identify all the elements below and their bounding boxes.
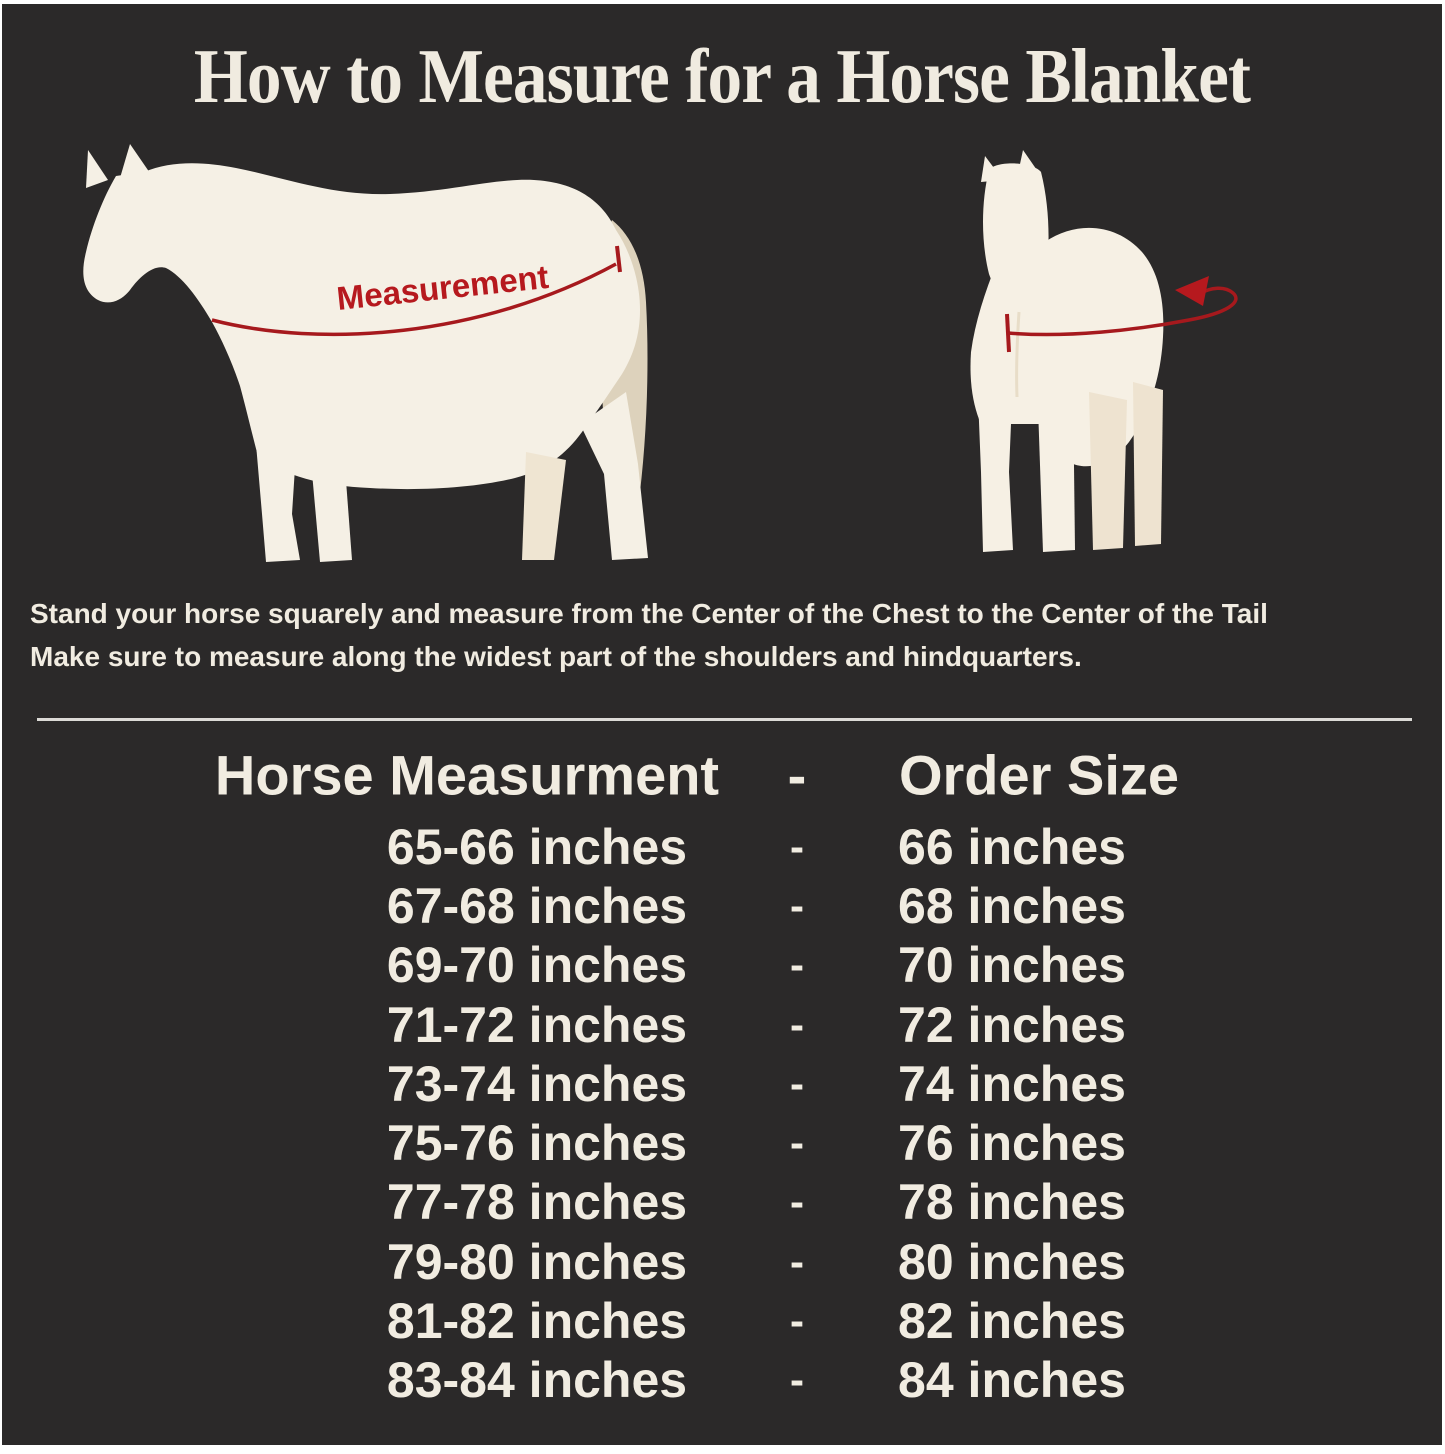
infographic-panel: How to Measure for a Horse Blanket Measu… — [2, 4, 1442, 1445]
measurement-cell: 81-82 inches — [386, 1293, 688, 1350]
separator-cell: - — [790, 1000, 804, 1048]
separator-cell: - — [790, 1356, 804, 1404]
table-row: 77-78 inches - 78 inches — [2, 1173, 1445, 1232]
horse-ear-icon — [86, 150, 108, 188]
separator-cell: - — [790, 1297, 804, 1345]
order-size-cell: 80 inches — [898, 1233, 1126, 1290]
table-header: Horse Measurment - Order Size — [2, 737, 1445, 813]
header-order-size: Order Size — [898, 743, 1180, 807]
divider-line — [37, 718, 1412, 721]
table-rows: 65-66 inches - 66 inches 67-68 inches - … — [2, 817, 1445, 1410]
order-size-cell: 82 inches — [898, 1293, 1126, 1350]
measurement-end-tick — [615, 245, 622, 273]
separator-cell: - — [790, 1178, 804, 1226]
table-row: 73-74 inches - 74 inches — [2, 1054, 1445, 1113]
instructions-text: Stand your horse squarely and measure fr… — [30, 592, 1268, 678]
order-size-cell: 76 inches — [898, 1115, 1126, 1172]
table-row: 79-80 inches - 80 inches — [2, 1232, 1445, 1291]
order-size-cell: 78 inches — [898, 1174, 1126, 1231]
measurement-cell: 65-66 inches — [386, 818, 688, 875]
horse-leg — [522, 452, 566, 560]
instructions-line-2: Make sure to measure along the widest pa… — [30, 641, 1082, 672]
order-size-cell: 74 inches — [898, 1055, 1126, 1112]
table-row: 75-76 inches - 76 inches — [2, 1113, 1445, 1172]
chest-crease — [1015, 311, 1021, 398]
horse-leg — [256, 444, 300, 562]
measurement-cell: 79-80 inches — [386, 1233, 688, 1290]
instructions-line-1: Stand your horse squarely and measure fr… — [30, 598, 1268, 629]
order-size-cell: 72 inches — [898, 996, 1126, 1053]
measurement-cell: 77-78 inches — [386, 1174, 688, 1231]
girth-arrow-line — [1007, 286, 1238, 337]
horse-leg — [977, 372, 1013, 552]
header-horse-measurement: Horse Measurment — [214, 743, 720, 807]
measurement-cell: 73-74 inches — [386, 1055, 688, 1112]
horse-leg — [1037, 378, 1075, 552]
horse-leg — [310, 450, 352, 562]
separator-cell: - — [790, 822, 804, 870]
page-title: How to Measure for a Horse Blanket — [193, 33, 1251, 119]
separator-cell: - — [790, 881, 804, 929]
size-table: Horse Measurment - Order Size 65-66 inch… — [2, 737, 1445, 1409]
measurement-cell: 75-76 inches — [386, 1115, 688, 1172]
separator-cell: - — [790, 1119, 804, 1167]
header-separator: - — [787, 743, 807, 807]
measurement-arc — [211, 262, 617, 337]
horse-ear-icon — [120, 144, 152, 178]
table-row: 81-82 inches - 82 inches — [2, 1291, 1445, 1350]
table-row: 65-66 inches - 66 inches — [2, 817, 1445, 876]
front-view-horse-illustration — [970, 150, 1238, 552]
table-row: 69-70 inches - 70 inches — [2, 936, 1445, 995]
separator-cell: - — [790, 941, 804, 989]
order-size-cell: 68 inches — [898, 877, 1126, 934]
order-size-cell: 84 inches — [898, 1352, 1126, 1409]
measurement-cell: 71-72 inches — [386, 996, 688, 1053]
horse-body — [83, 163, 641, 490]
order-size-cell: 66 inches — [898, 818, 1126, 875]
table-row: 83-84 inches - 84 inches — [2, 1351, 1445, 1410]
horse-head — [983, 163, 1049, 301]
side-view-horse-illustration: Measurement — [83, 144, 648, 562]
table-row: 71-72 inches - 72 inches — [2, 995, 1445, 1054]
measurement-cell: 83-84 inches — [386, 1352, 688, 1409]
horse-leg — [1089, 392, 1127, 550]
separator-cell: - — [790, 1237, 804, 1285]
measurement-cell: 69-70 inches — [386, 937, 688, 994]
separator-cell: - — [790, 1059, 804, 1107]
measurement-cell: 67-68 inches — [386, 877, 688, 934]
horse-leg — [580, 392, 648, 560]
girth-arrowhead-icon — [1175, 276, 1209, 306]
table-row: 67-68 inches - 68 inches — [2, 876, 1445, 935]
order-size-cell: 70 inches — [898, 937, 1126, 994]
horse-leg — [1133, 382, 1163, 546]
